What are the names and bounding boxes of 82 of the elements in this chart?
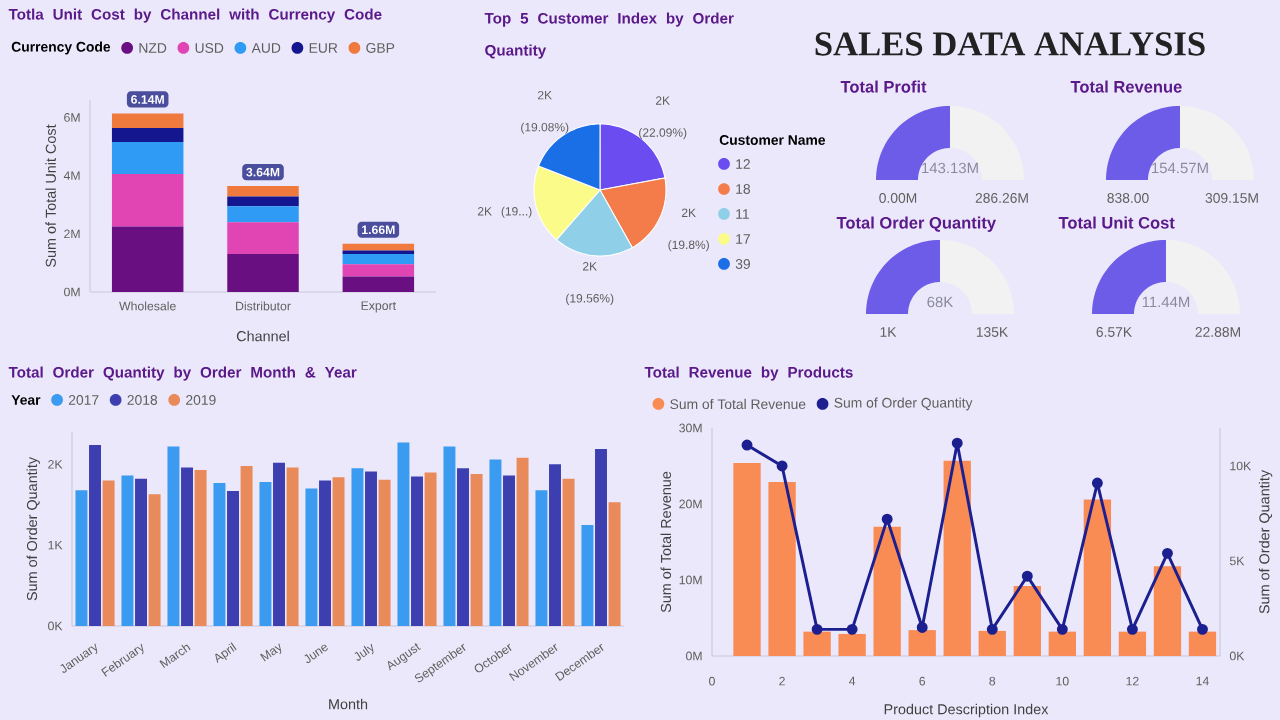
point [986, 623, 998, 635]
bar [516, 457, 529, 626]
bar [121, 475, 134, 626]
bar [503, 475, 515, 626]
bar [457, 468, 469, 626]
point [846, 623, 858, 635]
bar [535, 490, 548, 626]
bar [489, 459, 502, 626]
point [811, 623, 823, 635]
bar [111, 127, 184, 142]
bar [595, 448, 607, 626]
bar [943, 460, 971, 656]
point [1126, 623, 1138, 635]
bar [240, 465, 253, 626]
bar [443, 446, 456, 626]
bar [286, 467, 299, 626]
bar [803, 631, 831, 656]
bar [1118, 631, 1147, 656]
text: SALES DATA ANALYSIS [815, 32, 1205, 56]
bar [397, 442, 410, 626]
bar [148, 494, 161, 626]
bar [1188, 631, 1217, 656]
bar [213, 482, 226, 626]
bar [111, 226, 184, 292]
bar [259, 482, 272, 626]
bar [89, 444, 101, 626]
bar [181, 467, 193, 626]
bar [273, 462, 285, 626]
bar [351, 468, 364, 626]
bar [978, 630, 1006, 656]
bar [908, 630, 936, 656]
bar [365, 471, 377, 626]
bar [424, 472, 437, 626]
point [951, 437, 963, 449]
bar [227, 222, 299, 254]
chart-title: Total Profit [840, 80, 927, 93]
point [1161, 547, 1173, 559]
point [1197, 623, 1208, 635]
chart-title: Total Revenue [1070, 80, 1182, 93]
bar [332, 477, 345, 626]
bar [1083, 499, 1112, 656]
bar [227, 206, 299, 223]
point [741, 439, 753, 451]
bar [873, 526, 901, 656]
chart-title: Total Unit Cost [1058, 216, 1175, 229]
bar [342, 264, 415, 277]
point [1091, 477, 1103, 489]
bar [470, 474, 483, 626]
bar [75, 490, 88, 626]
bar [733, 462, 761, 656]
bar [111, 113, 184, 128]
bar [102, 480, 115, 626]
bar [194, 469, 207, 626]
bar [411, 476, 423, 626]
point [881, 513, 893, 525]
bar [342, 276, 415, 292]
bar [111, 173, 184, 227]
bar [608, 502, 621, 626]
point [1056, 623, 1068, 635]
bar [1013, 586, 1041, 656]
bar [342, 253, 415, 265]
bar [227, 253, 299, 292]
bar [319, 480, 331, 626]
bar [581, 524, 594, 626]
bar [549, 464, 561, 626]
bar [135, 478, 147, 626]
bar [227, 490, 239, 626]
bar [111, 141, 184, 174]
bar [227, 186, 299, 197]
bar [838, 633, 866, 656]
bar [768, 481, 796, 656]
bar [305, 488, 318, 626]
bar [167, 446, 180, 626]
bar [562, 478, 575, 626]
point [776, 460, 788, 472]
bar [1048, 631, 1076, 656]
point [916, 622, 928, 633]
chart-title: Total Order Quantity [836, 216, 996, 232]
bar [227, 196, 299, 207]
point [1021, 570, 1033, 582]
bar [378, 479, 391, 626]
bar [1153, 566, 1182, 656]
